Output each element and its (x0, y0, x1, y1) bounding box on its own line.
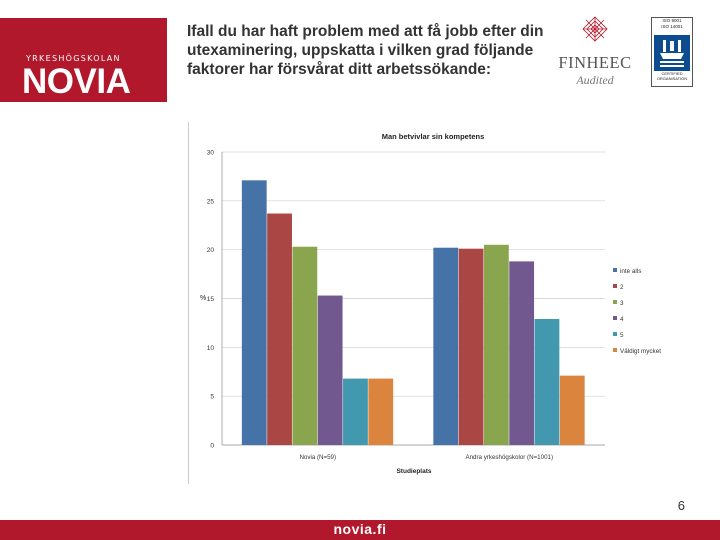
bar-4-1 (317, 295, 343, 445)
dnv-certification-badge: ISO 9001 ISO 14001 CERTIFIED ORGANISATIO… (651, 17, 693, 87)
legend-label: 3 (620, 300, 624, 307)
y-tick-label: 0 (210, 443, 214, 450)
logo-name: NOVIA (22, 62, 131, 101)
bar-1-1 (241, 180, 267, 445)
dnv-logo-icon (654, 35, 690, 71)
bar-5-1 (343, 378, 368, 445)
dnv-iso-label: ISO 9001 ISO 14001 (661, 18, 683, 29)
page-number: 6 (677, 498, 685, 513)
bar-chart: Man betvivlar sin kompetens % Studieplat… (200, 132, 661, 475)
x-tick-label: Andra yrkeshögskolor (N=1001) (465, 454, 553, 461)
legend-swatch (613, 348, 617, 352)
legend-label: 2 (620, 284, 624, 291)
legend-swatch (613, 332, 617, 336)
y-tick-label: 15 (207, 296, 215, 303)
legend-label: 4 (620, 316, 624, 323)
y-tick-label: 20 (207, 247, 215, 254)
novia-logo[interactable]: YRKESHÖGSKOLAN NOVIA (0, 18, 167, 102)
dnv-certified-label: CERTIFIED ORGANISATION (656, 71, 688, 81)
legend-swatch (613, 284, 617, 288)
bar-2-1 (267, 213, 292, 445)
bar-2-2 (458, 248, 484, 445)
legend-swatch (613, 300, 617, 304)
bar-3-1 (292, 246, 318, 445)
legend-swatch (613, 268, 617, 272)
chart-panel: Man betvivlar sin kompetens % Studieplat… (189, 122, 677, 484)
footer-bar: novia.fi (0, 520, 720, 540)
legend-label: Väldigt mycket (620, 348, 661, 355)
finheec-emblem-icon (582, 16, 608, 42)
y-tick-label: 25 (207, 198, 215, 205)
bar-4-2 (509, 261, 535, 445)
bar-5-2 (534, 319, 560, 445)
finheec-audited: Audited (576, 73, 614, 87)
y-tick-label: 10 (207, 345, 215, 352)
bar-3-2 (483, 244, 509, 445)
page-title: Ifall du har haft problem med att få job… (187, 23, 544, 78)
finheec-logo: FINHEEC Audited (555, 15, 635, 93)
legend-label: 5 (620, 332, 624, 339)
y-tick-label: 30 (207, 150, 215, 157)
bar-1-2 (433, 247, 459, 445)
bar-6-1 (368, 378, 394, 445)
x-axis-label: Studieplats (396, 468, 431, 475)
legend-swatch (613, 316, 617, 320)
chart-title: Man betvivlar sin kompetens (382, 132, 485, 141)
chart-frame-line (188, 122, 189, 484)
y-axis-label: % (200, 295, 206, 302)
y-tick-label: 5 (210, 394, 214, 401)
bar-6-2 (559, 375, 585, 445)
finheec-name: FINHEEC (558, 53, 632, 72)
legend-label: inte alls (620, 268, 641, 275)
logo-subtitle: YRKESHÖGSKOLAN (26, 54, 121, 63)
footer-link[interactable]: novia.fi (333, 521, 387, 537)
x-tick-label: Novia (N=59) (299, 454, 336, 461)
